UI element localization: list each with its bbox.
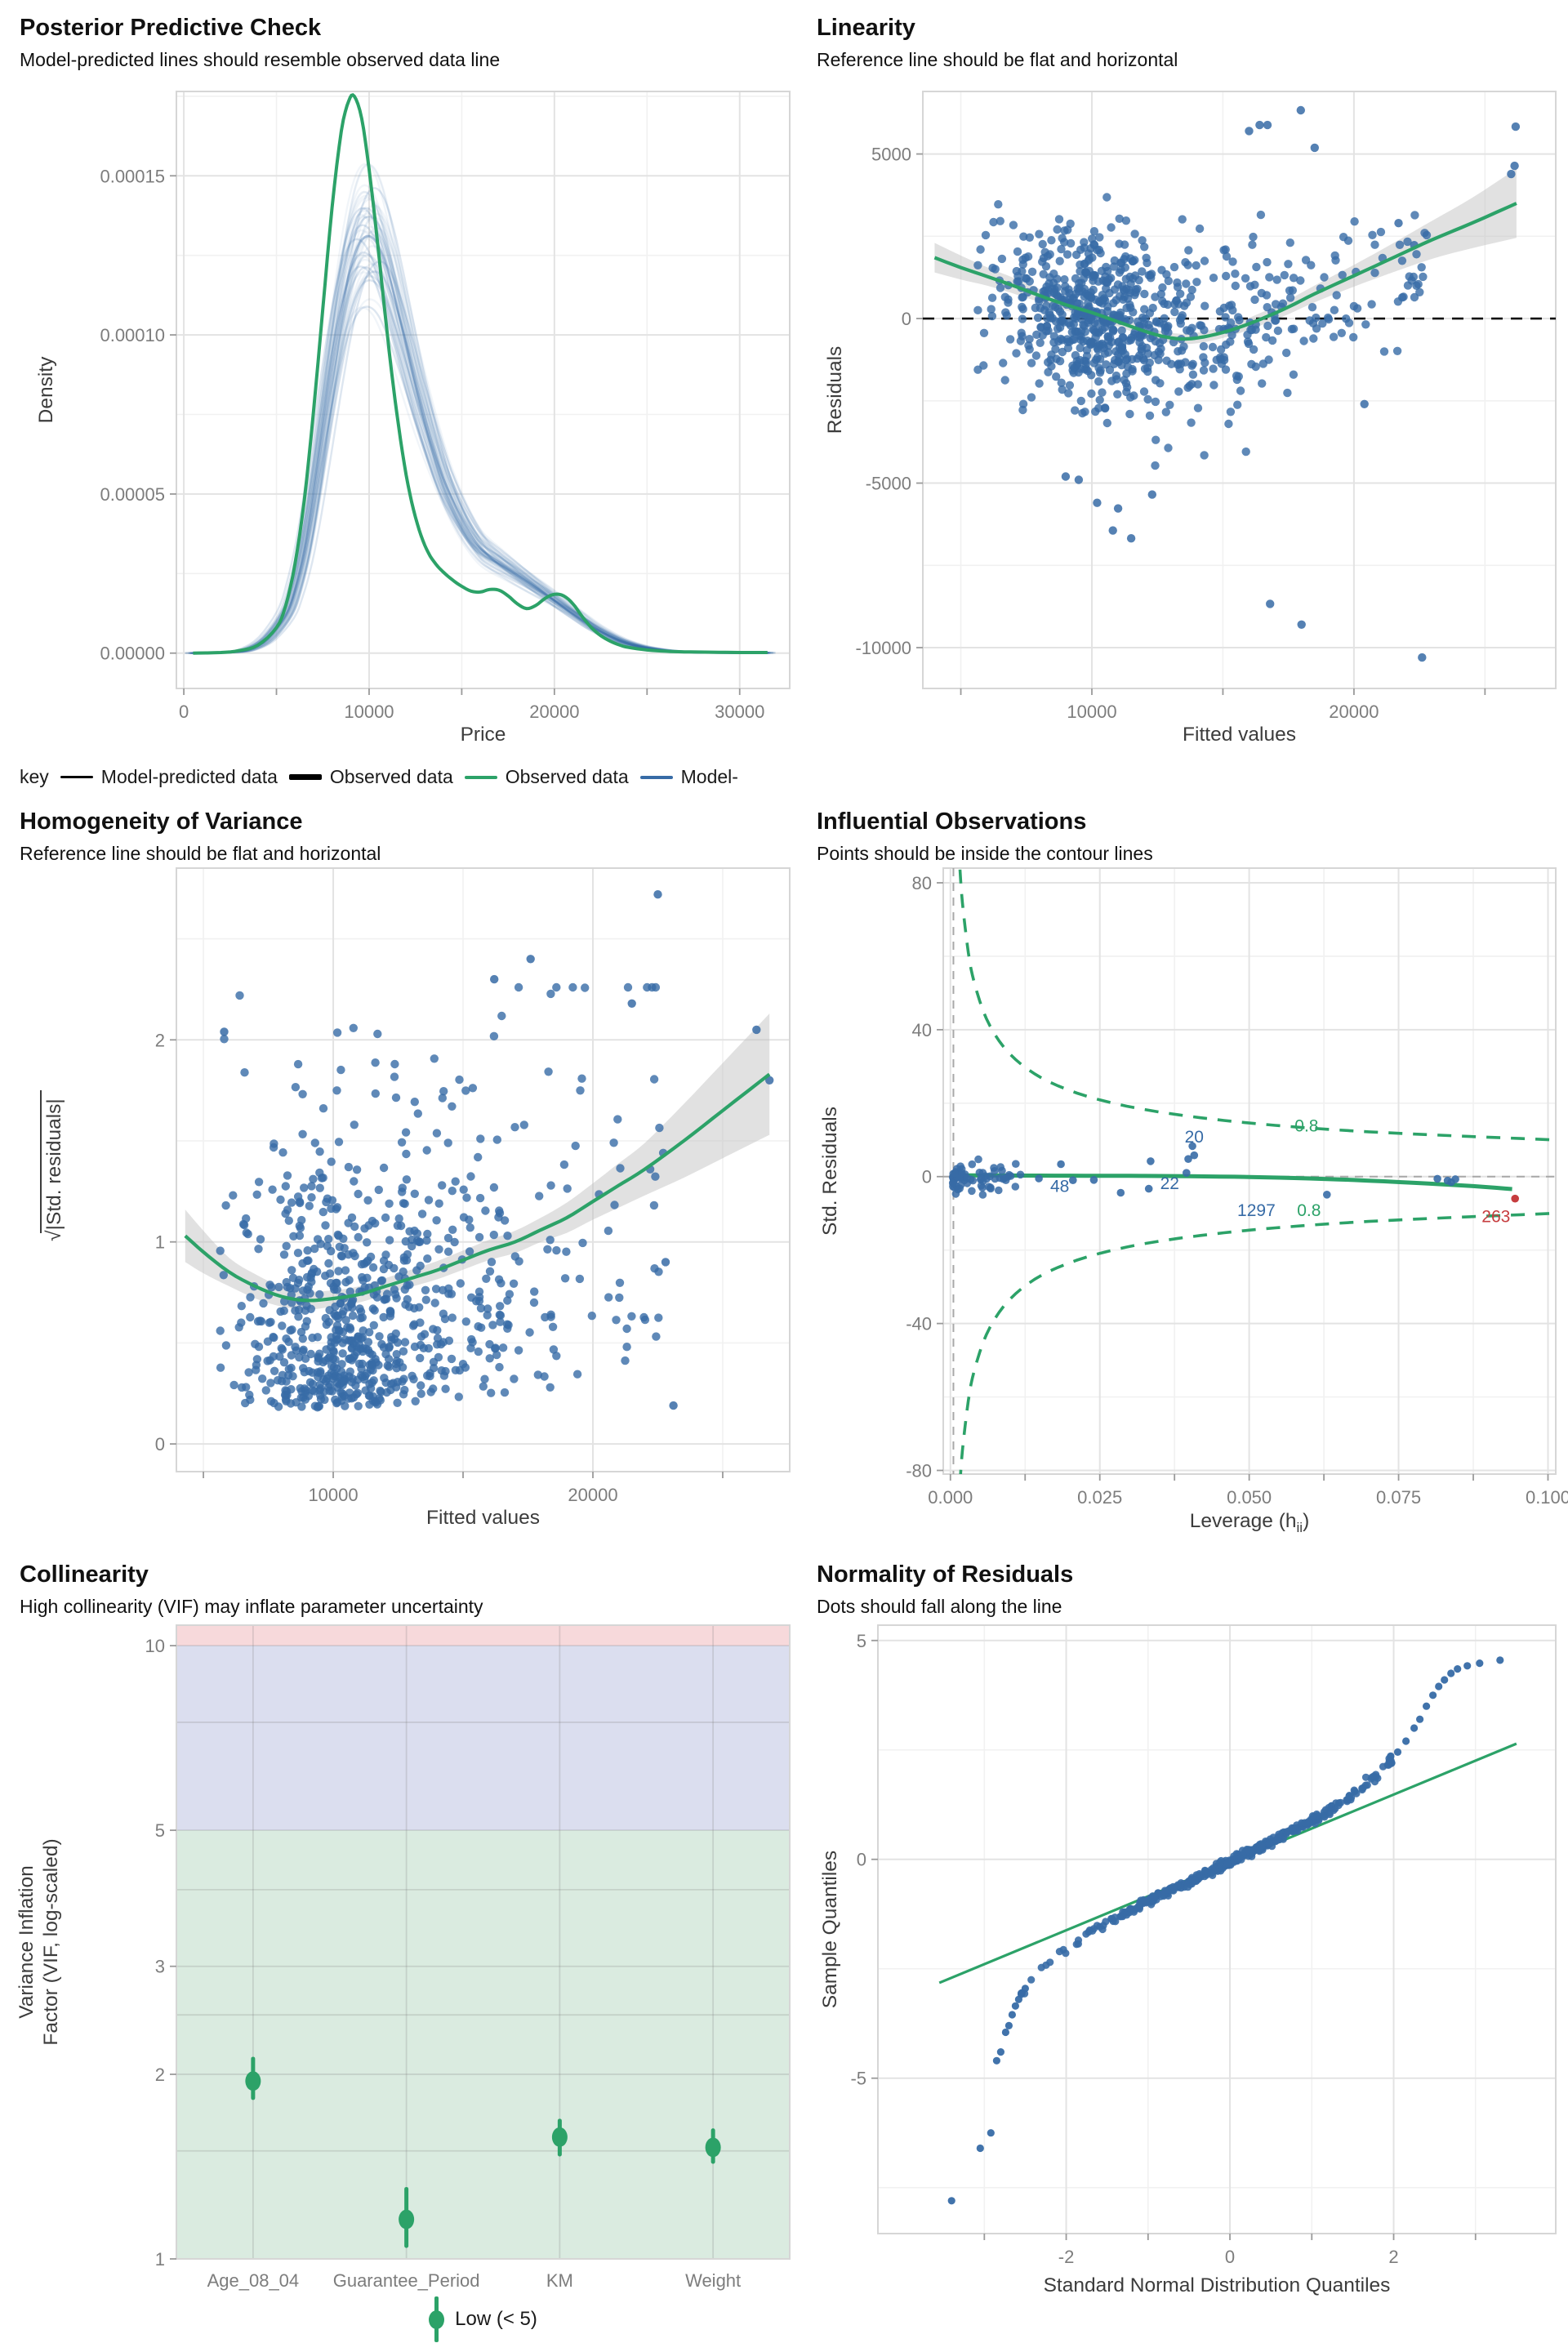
- svg-text:Price: Price: [461, 724, 506, 746]
- collinearity-title: Collinearity: [20, 1561, 149, 1588]
- normality-subtitle: Dots should fall along the line: [817, 1596, 1062, 1617]
- collinearity-subtitle: High collinearity (VIF) may inflate para…: [20, 1596, 483, 1617]
- vif-legend: Low (< 5): [176, 2296, 790, 2342]
- linearity-subtitle: Reference line should be flat and horizo…: [817, 49, 1178, 70]
- svg-text:3: 3: [155, 1957, 165, 1977]
- svg-text:1297: 1297: [1237, 1201, 1276, 1220]
- svg-text:0: 0: [902, 309, 911, 329]
- vif-legend-label: Low (< 5): [455, 2308, 537, 2330]
- svg-text:Leverage (hii): Leverage (hii): [1190, 1510, 1310, 1535]
- svg-text:0.000: 0.000: [928, 1487, 973, 1508]
- line-swatch-icon: [639, 775, 673, 779]
- key-item-observed: Observed data: [288, 766, 453, 788]
- svg-text:10000: 10000: [344, 702, 394, 722]
- svg-text:0: 0: [857, 1850, 866, 1870]
- key-prefix: key: [20, 766, 49, 787]
- svg-text:20: 20: [1185, 1128, 1204, 1147]
- svg-text:0: 0: [155, 1434, 165, 1454]
- svg-text:Guarantee_Period: Guarantee_Period: [333, 2270, 480, 2291]
- svg-text:0: 0: [1225, 2247, 1235, 2267]
- normality-title: Normality of Residuals: [817, 1561, 1074, 1588]
- svg-text:10000: 10000: [308, 1485, 358, 1505]
- svg-text:KM: KM: [546, 2270, 573, 2291]
- svg-text:Sample Quantiles: Sample Quantiles: [819, 1851, 841, 2008]
- svg-text:5000: 5000: [871, 145, 911, 165]
- line-swatch-icon: [60, 776, 93, 778]
- svg-text:Fitted values: Fitted values: [426, 1507, 540, 1529]
- svg-text:0.075: 0.075: [1376, 1487, 1421, 1508]
- ppc-title: Posterior Predictive Check: [20, 15, 322, 41]
- svg-text:0.00000: 0.00000: [100, 644, 165, 664]
- svg-text:0.050: 0.050: [1227, 1487, 1272, 1508]
- homogeneity-title: Homogeneity of Variance: [20, 808, 303, 835]
- svg-text:5: 5: [155, 1820, 165, 1841]
- svg-text:-5000: -5000: [866, 474, 911, 494]
- svg-text:0.00015: 0.00015: [100, 166, 165, 186]
- svg-text:-80: -80: [906, 1461, 932, 1481]
- svg-text:263: 263: [1481, 1207, 1510, 1226]
- svg-text:0.8: 0.8: [1297, 1201, 1321, 1220]
- svg-text:-40: -40: [906, 1314, 932, 1334]
- svg-text:Age_08_04: Age_08_04: [207, 2270, 300, 2291]
- svg-text:40: 40: [912, 1020, 932, 1040]
- homogeneity-subtitle: Reference line should be flat and horizo…: [20, 843, 381, 864]
- svg-text:0.025: 0.025: [1077, 1487, 1122, 1508]
- svg-text:22: 22: [1160, 1174, 1179, 1193]
- ppc-key-legend: key Model-predicted data Observed data O…: [20, 766, 820, 788]
- svg-text:0: 0: [922, 1167, 932, 1187]
- svg-text:10000: 10000: [1067, 702, 1116, 722]
- svg-text:20000: 20000: [1329, 702, 1379, 722]
- svg-text:Density: Density: [35, 356, 57, 423]
- svg-text:5: 5: [857, 1631, 866, 1651]
- svg-text:0: 0: [179, 702, 189, 722]
- svg-text:1: 1: [155, 2249, 165, 2270]
- low-vif-point-icon: [429, 2296, 445, 2342]
- svg-text:Std. Residuals: Std. Residuals: [819, 1107, 841, 1236]
- svg-text:-5: -5: [850, 2069, 866, 2089]
- svg-text:Standard Normal Distribution Q: Standard Normal Distribution Quantiles: [1044, 2274, 1391, 2296]
- line-swatch-icon: [464, 775, 497, 779]
- key-item-model-predicted: Model-predicted data: [60, 766, 278, 788]
- svg-text:-10000: -10000: [855, 638, 911, 658]
- linearity-title: Linearity: [817, 15, 915, 41]
- ppc-subtitle: Model-predicted lines should resemble ob…: [20, 49, 501, 70]
- svg-text:√|Std. residuals|: √|Std. residuals|: [43, 1098, 65, 1241]
- svg-text:2: 2: [155, 1030, 165, 1050]
- svg-text:0.8: 0.8: [1294, 1117, 1318, 1136]
- key-item-observed-green: Observed data: [464, 766, 629, 788]
- svg-text:1: 1: [155, 1232, 165, 1253]
- svg-text:80: 80: [912, 873, 932, 893]
- svg-text:0.00010: 0.00010: [100, 325, 165, 345]
- svg-text:0.00005: 0.00005: [100, 484, 165, 505]
- svg-text:Weight: Weight: [685, 2270, 741, 2291]
- key-item-model-truncated: Model-: [639, 766, 738, 788]
- svg-text:30000: 30000: [715, 702, 764, 722]
- svg-text:20000: 20000: [529, 702, 579, 722]
- svg-text:2: 2: [155, 2065, 165, 2085]
- influential-subtitle: Points should be inside the contour line…: [817, 843, 1153, 864]
- influential-title: Influential Observations: [817, 808, 1087, 835]
- svg-text:48: 48: [1050, 1177, 1069, 1196]
- svg-text:Fitted values: Fitted values: [1183, 724, 1296, 746]
- line-swatch-icon: [288, 774, 322, 780]
- svg-text:2: 2: [1388, 2247, 1398, 2267]
- svg-text:-2: -2: [1058, 2247, 1075, 2267]
- svg-text:Residuals: Residuals: [824, 346, 846, 434]
- svg-text:0.100: 0.100: [1526, 1487, 1568, 1508]
- svg-text:20000: 20000: [568, 1485, 617, 1505]
- svg-text:10: 10: [145, 1636, 165, 1656]
